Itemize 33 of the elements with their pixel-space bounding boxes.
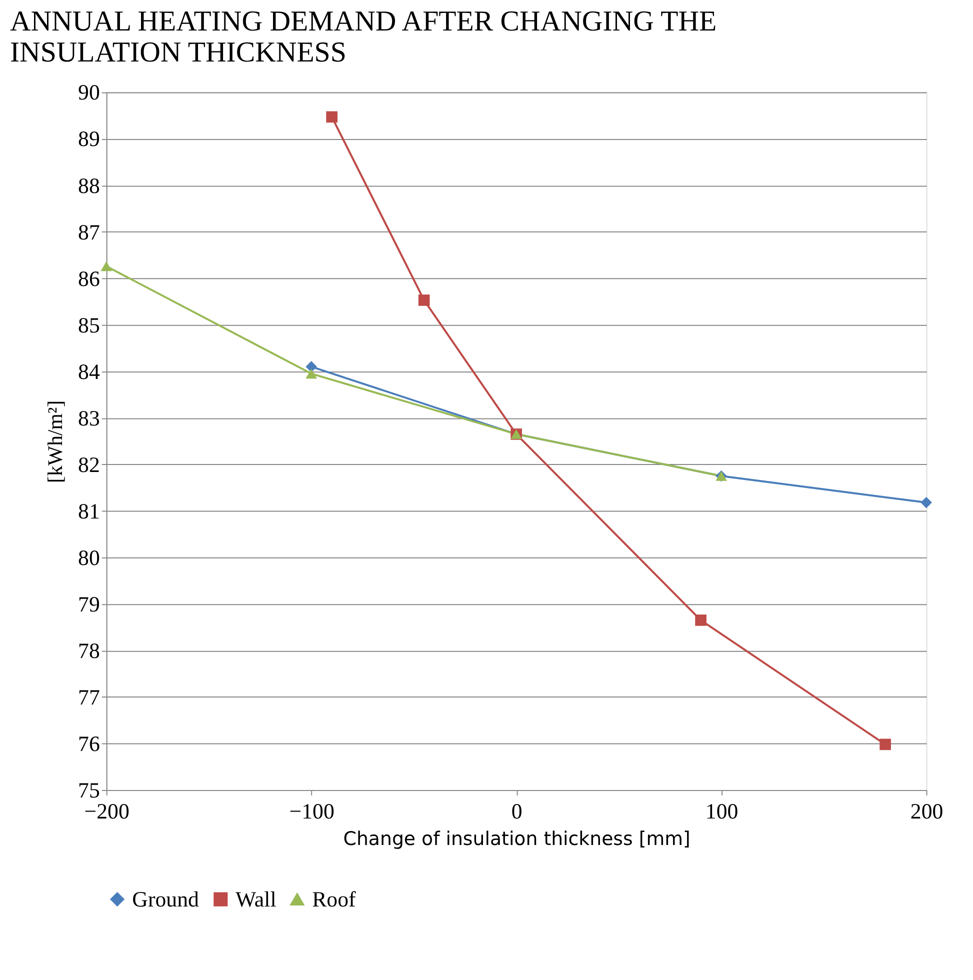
y-tick-label: 86 bbox=[78, 266, 100, 291]
point bbox=[920, 496, 932, 508]
y-tick-label: 89 bbox=[78, 127, 100, 152]
y-tick-label: 80 bbox=[78, 546, 100, 570]
legend-label: Ground bbox=[132, 887, 200, 912]
y-tick-label: 90 bbox=[78, 80, 100, 105]
x-tick-label: 100 bbox=[705, 799, 738, 824]
chart-title: ANNUAL HEATING DEMAND AFTER CHANGING THE INSULATION THICKNESS bbox=[10, 6, 717, 68]
point bbox=[418, 294, 430, 306]
point bbox=[880, 738, 891, 750]
y-tick-label: 84 bbox=[78, 360, 100, 384]
y-tick-label: 78 bbox=[78, 638, 100, 663]
y-tick-label: 79 bbox=[78, 592, 100, 616]
x-tick-label: 0 bbox=[511, 799, 522, 824]
legend-label: Wall bbox=[236, 887, 276, 912]
point bbox=[306, 368, 317, 379]
y-tick-label: 76 bbox=[78, 732, 100, 756]
y-axis-title: [kWh/m²] bbox=[43, 400, 68, 483]
y-tick-label: 81 bbox=[78, 499, 100, 524]
y-tick-label: 83 bbox=[78, 406, 100, 430]
x-tick-label: 200 bbox=[910, 799, 944, 824]
y-tick-label: 82 bbox=[78, 452, 100, 477]
legend-label: Roof bbox=[312, 887, 357, 912]
x-axis-title: Change of insulation thickness [mm] bbox=[343, 828, 690, 850]
x-tick-label: −100 bbox=[289, 799, 334, 824]
point bbox=[326, 111, 338, 123]
y-tick-label: 85 bbox=[78, 313, 100, 338]
y-tick-label: 87 bbox=[78, 220, 100, 244]
y-tick-label: 77 bbox=[78, 685, 100, 710]
point bbox=[100, 261, 112, 272]
y-tick-label: 88 bbox=[78, 174, 100, 198]
point bbox=[306, 361, 317, 372]
point bbox=[695, 614, 706, 626]
